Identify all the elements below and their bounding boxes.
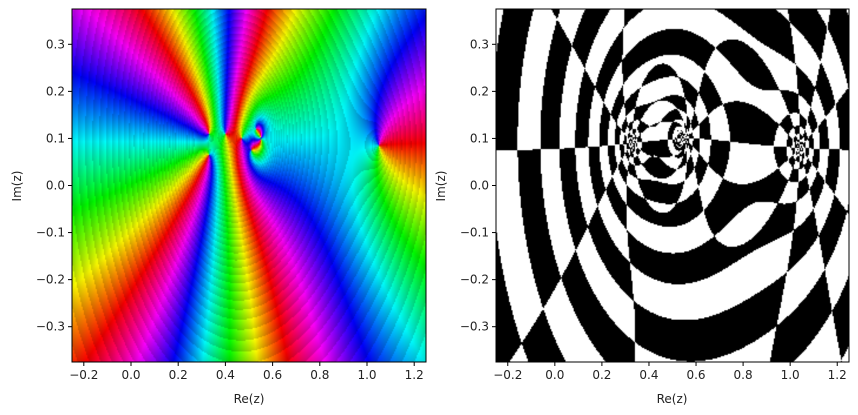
right-xtick-label: 0.4 [639, 368, 658, 382]
left-ytick-label: 0.0 [46, 179, 65, 193]
right-ytick-label: −0.1 [460, 226, 489, 240]
phase-plot-xlabel: Re(z) [234, 392, 265, 406]
right-xtick-label: 0.0 [545, 368, 564, 382]
right-ytick-label: 0.0 [470, 179, 489, 193]
left-xtick-label: 0.8 [310, 368, 329, 382]
right-ytick-label: 0.1 [470, 131, 489, 145]
right-xtick-label: 1.2 [828, 368, 847, 382]
left-xtick-label: 0.6 [263, 368, 282, 382]
right-xtick-label: 0.8 [734, 368, 753, 382]
right-xtick-label: 0.2 [592, 368, 611, 382]
left-xtick-label: 0.2 [169, 368, 188, 382]
right-ytick-label: 0.2 [470, 84, 489, 98]
left-xtick-label: 0.0 [121, 368, 140, 382]
right-xtick-label: 1.0 [781, 368, 800, 382]
phase-plot-image [72, 9, 426, 362]
left-ytick-label: −0.1 [36, 226, 65, 240]
left-ytick-label: −0.3 [36, 320, 65, 334]
left-xtick-label: 0.4 [216, 368, 235, 382]
phase-plot: −0.2 0.0 0.2 0.4 0.6 0.8 1.0 1.2 −0.3 −0.2 −0.1 0.0… [10, 8, 427, 406]
checkerboard-plot-image [496, 9, 849, 362]
left-xtick-label: −0.2 [69, 368, 98, 382]
phase-plot-ticks: −0.2 0.0 0.2 0.4 0.6 0.8 1.0 1.2 −0.3 −0.2 −0.1 0.0… [36, 37, 424, 382]
left-xtick-label: 1.0 [357, 368, 376, 382]
checkerboard-plot: −0.2 0.0 0.2 0.4 0.6 0.8 1.0 1.2 −0.3 −0.2 −0.1 0.0… [434, 8, 850, 406]
checkerboard-plot-ylabel: Im(z) [434, 171, 448, 202]
right-xtick-label: 0.6 [686, 368, 705, 382]
left-ytick-label: 0.2 [46, 84, 65, 98]
right-ytick-label: 0.3 [470, 37, 489, 51]
left-ytick-label: 0.1 [46, 131, 65, 145]
phase-plot-ylabel: Im(z) [10, 171, 24, 202]
checkerboard-plot-xlabel: Re(z) [657, 392, 688, 406]
right-ytick-label: −0.2 [460, 273, 489, 287]
checkerboard-plot-ticks: −0.2 0.0 0.2 0.4 0.6 0.8 1.0 1.2 −0.3 −0.2 −0.1 0.0… [460, 37, 847, 382]
right-xtick-label: −0.2 [493, 368, 522, 382]
right-ytick-label: −0.3 [460, 320, 489, 334]
left-xtick-label: 1.2 [405, 368, 424, 382]
left-ytick-label: −0.2 [36, 273, 65, 287]
left-ytick-label: 0.3 [46, 37, 65, 51]
